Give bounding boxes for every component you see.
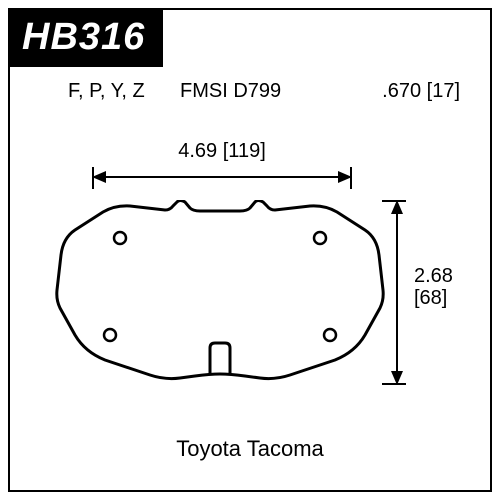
width-dimension: 4.69 [119] — [92, 140, 352, 189]
width-in: 4.69 — [178, 140, 217, 162]
height-arrow — [382, 200, 412, 385]
brake-pad-outline — [55, 200, 385, 385]
thickness-in: .670 — [382, 80, 421, 102]
diagram-canvas: HB316 F, P, Y, Z FMSI D799 .670 [17] 4.6… — [8, 8, 492, 492]
fmsi-code: FMSI D799 — [180, 80, 281, 103]
compounds: F, P, Y, Z — [68, 80, 145, 103]
width-label: 4.69 [119] — [92, 140, 352, 163]
thickness: .670 [17] — [382, 80, 460, 103]
height-label: 2.68 [68] — [414, 265, 453, 309]
width-arrow — [92, 165, 352, 189]
thickness-mm: [17] — [427, 80, 460, 102]
height-mm: [68] — [414, 287, 447, 309]
width-mm: [119] — [223, 140, 266, 162]
height-dimension: 2.68 [68] — [382, 200, 472, 390]
height-in: 2.68 — [414, 265, 453, 287]
part-number: HB316 — [22, 16, 145, 58]
part-number-box: HB316 — [8, 8, 163, 67]
vehicle-name: Toyota Tacoma — [10, 436, 490, 462]
